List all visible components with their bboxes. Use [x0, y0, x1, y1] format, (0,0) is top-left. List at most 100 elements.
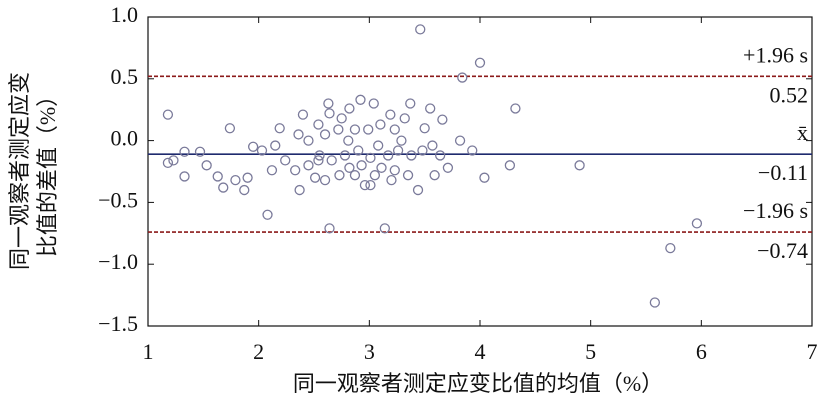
point	[270, 140, 281, 151]
point	[376, 162, 387, 173]
point	[324, 108, 335, 119]
point	[339, 150, 351, 161]
point	[314, 150, 325, 161]
point	[691, 218, 703, 229]
point	[256, 145, 268, 156]
point	[467, 145, 478, 156]
point	[415, 24, 426, 35]
y-tick-label: 0.5	[111, 64, 139, 89]
point	[319, 175, 331, 186]
point	[294, 184, 305, 196]
point	[396, 135, 407, 146]
point	[365, 152, 376, 164]
x-tick-label: 6	[696, 339, 707, 364]
point	[479, 172, 490, 183]
point	[168, 155, 179, 166]
point	[319, 129, 331, 140]
point	[382, 150, 394, 161]
point	[375, 119, 386, 130]
point	[510, 103, 521, 114]
point	[406, 150, 417, 161]
point	[427, 140, 438, 151]
point	[417, 145, 428, 156]
point	[218, 182, 229, 193]
point	[649, 297, 661, 308]
point	[162, 109, 174, 120]
point	[474, 57, 486, 68]
point	[297, 109, 309, 120]
point	[379, 223, 390, 234]
point	[247, 141, 259, 152]
point	[457, 72, 468, 83]
y-tick-label: −0.5	[98, 187, 138, 212]
point	[274, 123, 285, 134]
point	[389, 165, 400, 176]
point	[336, 113, 347, 124]
point	[356, 160, 367, 171]
x-tick-label: 2	[253, 339, 264, 364]
point	[343, 135, 354, 146]
x-tick-label: 5	[585, 339, 596, 364]
point	[429, 170, 440, 181]
point	[373, 140, 384, 151]
y-tick-label: −1.0	[98, 249, 138, 274]
reference-value: 0.52	[770, 82, 809, 107]
point	[201, 160, 212, 171]
point	[504, 160, 516, 171]
point	[313, 155, 324, 166]
reference-label: x̄	[797, 120, 808, 145]
point	[389, 124, 400, 135]
reference-value: −0.11	[758, 160, 808, 185]
point	[392, 145, 404, 156]
point	[454, 135, 466, 146]
point	[412, 184, 424, 196]
reference-label: +1.96 s	[743, 42, 808, 67]
point	[266, 165, 278, 176]
point	[309, 172, 321, 183]
x-tick-label: 4	[475, 339, 486, 364]
y-axis-label: 同一观察者测定应变	[7, 72, 32, 270]
point	[179, 171, 190, 182]
point	[368, 98, 379, 109]
point	[242, 172, 253, 183]
point	[303, 135, 314, 146]
plot-frame	[147, 16, 813, 327]
point	[386, 175, 397, 186]
point	[402, 170, 414, 181]
reference-label: −1.96 s	[743, 198, 808, 223]
point	[365, 179, 376, 191]
y-tick-label: 0.0	[111, 126, 139, 151]
point	[262, 209, 273, 220]
point	[399, 113, 410, 124]
point	[437, 114, 448, 125]
point	[405, 98, 416, 109]
point	[425, 103, 436, 114]
y-tick-label: −1.5	[98, 311, 138, 336]
point	[303, 160, 314, 171]
point	[344, 103, 355, 114]
y-axis-label: 比值的差值（%）	[35, 85, 60, 257]
point	[353, 145, 364, 156]
point	[323, 98, 334, 109]
point	[162, 157, 174, 168]
point	[385, 109, 396, 120]
point	[355, 94, 366, 105]
point	[333, 124, 344, 135]
point	[280, 155, 291, 166]
point	[239, 184, 250, 196]
point	[435, 150, 446, 161]
point	[324, 223, 335, 234]
point	[194, 146, 206, 157]
y-tick-label: 1.0	[111, 2, 139, 27]
point	[290, 165, 301, 176]
point	[349, 170, 361, 181]
point	[293, 129, 304, 140]
point	[313, 119, 324, 130]
point	[230, 175, 241, 186]
x-axis-label: 同一观察者测定应变比值的均值（%）	[293, 371, 663, 396]
point	[349, 124, 361, 135]
point	[363, 124, 374, 135]
x-tick-label: 3	[364, 339, 375, 364]
x-tick-label: 7	[807, 339, 818, 364]
